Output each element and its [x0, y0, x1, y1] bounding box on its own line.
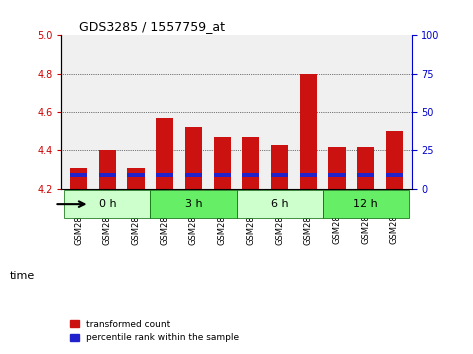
Bar [99, 172, 116, 177]
Legend: transformed count, percentile rank within the sample: transformed count, percentile rank withi… [66, 316, 243, 346]
Bar [385, 172, 403, 177]
Bar [242, 137, 260, 189]
Text: 0 h: 0 h [98, 199, 116, 209]
Bar [128, 168, 145, 189]
FancyBboxPatch shape [323, 190, 409, 218]
Bar [271, 172, 288, 177]
Bar [299, 172, 317, 177]
Bar [328, 172, 345, 177]
Text: 3 h: 3 h [184, 199, 202, 209]
Bar [128, 172, 145, 177]
Text: 6 h: 6 h [271, 199, 289, 209]
Bar [70, 168, 88, 189]
Bar [242, 172, 260, 177]
FancyBboxPatch shape [150, 190, 236, 218]
Text: GDS3285 / 1557759_at: GDS3285 / 1557759_at [79, 20, 225, 33]
Bar [357, 147, 374, 189]
Bar [213, 137, 231, 189]
Bar [70, 172, 88, 177]
Bar [299, 74, 317, 189]
Bar [328, 147, 345, 189]
Bar [385, 131, 403, 189]
Bar [99, 150, 116, 189]
Bar [213, 172, 231, 177]
Text: time: time [9, 271, 35, 281]
Bar [156, 118, 174, 189]
Bar [357, 172, 374, 177]
FancyBboxPatch shape [236, 190, 323, 218]
Bar [185, 127, 202, 189]
FancyBboxPatch shape [64, 190, 150, 218]
Bar [271, 145, 288, 189]
Text: 12 h: 12 h [353, 199, 378, 209]
Bar [156, 172, 174, 177]
Bar [185, 172, 202, 177]
